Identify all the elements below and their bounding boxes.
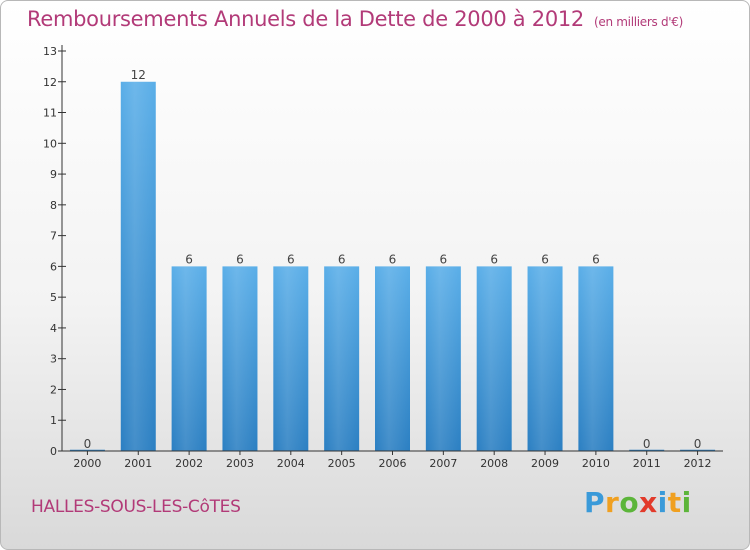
data-label: 6 [389,252,397,266]
x-tick-label: 2005 [328,457,356,470]
bars-group [69,81,716,452]
data-label: 0 [84,437,92,451]
data-label: 6 [490,252,498,266]
logo-letter: P [584,486,606,519]
bar-shine [171,266,207,451]
y-tick-label: 5 [50,291,57,304]
bar-shine [222,266,258,451]
chart-subtitle: (en milliers d'€) [594,15,684,29]
logo-letter: t [667,486,682,519]
y-tick-label: 6 [50,260,57,273]
y-tick-label: 13 [43,45,57,58]
proxiti-logo[interactable]: Proxiti [584,486,692,519]
data-label: 6 [541,252,549,266]
data-label: 6 [338,252,346,266]
data-label: 6 [236,252,244,266]
bar-shine [527,266,563,451]
x-tick-label: 2010 [582,457,610,470]
bar-shine [120,81,156,452]
data-label: 6 [592,252,600,266]
x-tick-label: 2007 [429,457,457,470]
x-tick-label: 2003 [226,457,254,470]
logo-letter: x [639,486,658,519]
y-tick-label: 9 [50,168,57,181]
x-tick-label: 2001 [124,457,152,470]
x-tick-label: 2011 [633,457,661,470]
y-tick-label: 2 [50,383,57,396]
data-label: 0 [643,437,651,451]
bar-shine [375,266,410,451]
y-tick-label: 1 [50,414,57,427]
y-tick-label: 12 [43,76,57,89]
logo-letter: i [657,486,668,519]
logo-letter: o [619,486,640,519]
y-tick-label: 8 [50,199,57,212]
data-label: 6 [185,252,193,266]
commune-name: HALLES-SOUS-LES-CôTES [31,497,241,517]
y-tick-label: 11 [43,107,57,120]
bar-shine [324,266,360,451]
x-tick-label: 2002 [175,457,203,470]
bar-shine [273,266,309,451]
logo-letter: i [681,486,692,519]
x-tick-label: 2006 [379,457,407,470]
chart-title: Remboursements Annuels de la Dette de 20… [27,7,683,31]
data-label: 12 [131,68,146,82]
data-label: 6 [440,252,448,266]
x-tick-label: 2004 [277,457,305,470]
y-tick-label: 0 [50,445,57,458]
x-tick-label: 2012 [684,457,712,470]
y-tick-label: 3 [50,353,57,366]
data-label: 6 [287,252,295,266]
y-tick-label: 7 [50,230,57,243]
x-tick-label: 2000 [73,457,101,470]
y-tick-label: 4 [50,322,57,335]
x-tick-label: 2009 [531,457,559,470]
labels-group: 0 12 6 6 6 6 6 6 6 6 6 0 0 [84,68,702,451]
bar-shine [476,266,512,451]
x-tick-label: 2008 [480,457,508,470]
y-tick-label: 10 [43,137,57,150]
chart-title-text: Remboursements Annuels de la Dette de 20… [27,7,584,31]
bar-shine [578,266,614,451]
data-label: 0 [694,437,702,451]
logo-letter: r [605,486,620,519]
bar-shine [425,266,461,451]
